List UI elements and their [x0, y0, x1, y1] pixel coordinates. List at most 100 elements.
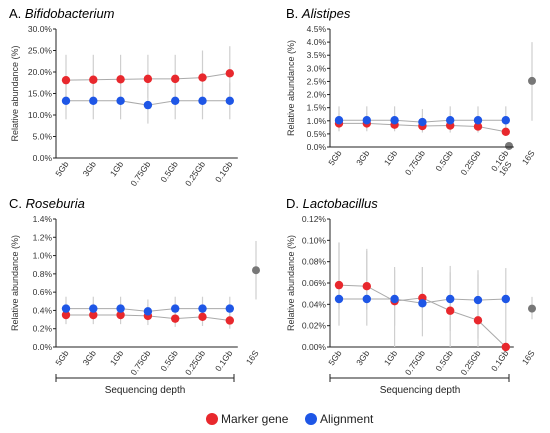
data-point-alignment [362, 294, 371, 304]
x-tick-label: 0.75Gb [403, 348, 427, 377]
data-point-alignment [61, 96, 71, 106]
data-point-alignment [171, 304, 180, 313]
data-point-alignment [61, 304, 71, 313]
data-point-alignment [171, 96, 180, 106]
panel-genus: Lactobacillus [303, 196, 379, 211]
x-tick-label: 0.1Gb [213, 348, 235, 373]
y-tick-label: 30.0% [28, 24, 53, 34]
x-tick-label: 3Gb [81, 348, 99, 367]
y-tick-label: 1.0% [33, 251, 53, 261]
data-point-marker-gene [143, 74, 153, 84]
data-point-marker-gene [473, 122, 483, 131]
y-tick-label: 0.0% [33, 153, 53, 163]
y-tick-label: 4.0% [307, 37, 327, 47]
data-point-marker-gene [225, 69, 234, 78]
legend-alignment-swatch [305, 413, 317, 425]
x-tick-label: 1Gb [108, 159, 126, 178]
y-axis-label: Relative abundance (%) [10, 235, 20, 331]
x-tick-label: 5Gb [53, 348, 71, 367]
data-point-alignment [89, 96, 98, 106]
x-tick-label: 0.5Gb [158, 348, 180, 373]
chart-panel-2: B. Alistipes 0.0% 0.5% 1.0% 1.5% 2.0% 2.5% 3.0%… [286, 6, 537, 177]
x-tick-label: 16S [244, 348, 261, 366]
data-point-alignment [390, 116, 399, 125]
x-axis-title-left: Sequencing depth [105, 385, 186, 396]
x-tick-label: 0.5Gb [433, 348, 455, 373]
panel-label: C. [9, 196, 26, 211]
y-tick-label: 0.10% [302, 235, 327, 245]
y-tick-label: 25.0% [28, 46, 53, 56]
data-point-alignment [89, 304, 98, 313]
panel-genus: Roseburia [26, 196, 85, 211]
x-tick-label: 0.75Gb [128, 159, 152, 188]
panel-label: B. [286, 6, 302, 21]
y-tick-label: 1.2% [33, 232, 53, 242]
x-tick-label: 0.5Gb [433, 148, 455, 173]
data-point-alignment [418, 299, 427, 308]
y-tick-label: 0.04% [302, 299, 327, 309]
x-tick-label: 0.5Gb [158, 159, 180, 184]
panel-title: B. Alistipes [286, 6, 351, 21]
y-tick-label: 1.5% [307, 103, 327, 113]
y-tick-label: 2.5% [307, 76, 327, 86]
y-axis-label: Relative abundance (%) [286, 235, 296, 331]
y-tick-label: 0.8% [33, 269, 53, 279]
panel-label: A. [9, 6, 25, 21]
y-tick-label: 0.12% [302, 214, 327, 224]
data-point-alignment [143, 307, 153, 316]
data-point-marker-gene [501, 342, 510, 352]
data-point-alignment [473, 116, 483, 125]
data-point-alignment [198, 96, 207, 106]
x-axis-title-right: Sequencing depth [380, 385, 461, 396]
data-point-alignment [225, 96, 234, 106]
x-tick-label: 0.25Gb [458, 148, 482, 177]
y-tick-label: 2.0% [307, 90, 327, 100]
data-point-alignment [390, 294, 399, 304]
panel-title: D. Lactobacillus [286, 196, 378, 211]
x-tick-label: 3Gb [354, 348, 372, 367]
y-tick-label: 3.5% [307, 50, 327, 60]
reference-16s-point [252, 266, 260, 275]
y-tick-label: 0.0% [33, 342, 53, 352]
x-tick-label: 5Gb [326, 148, 344, 167]
legend-marker-gene-swatch [206, 413, 218, 425]
x-tick-label: 0.1Gb [489, 348, 511, 373]
x-tick-label: 0.25Gb [458, 348, 482, 377]
y-tick-label: 0.00% [302, 342, 327, 352]
y-tick-label: 1.4% [33, 214, 53, 224]
data-point-marker-gene [116, 310, 125, 320]
data-point-alignment [418, 117, 427, 127]
y-tick-label: 0.6% [33, 287, 53, 297]
data-point-marker-gene [198, 73, 207, 82]
y-axis-label: Relative abundance (%) [286, 40, 296, 136]
y-tick-label: 20.0% [28, 67, 53, 77]
y-tick-label: 5.0% [33, 132, 53, 142]
data-point-marker-gene [171, 314, 180, 323]
panel-genus: Alistipes [301, 6, 351, 21]
y-tick-label: 0.0% [307, 142, 327, 152]
y-tick-label: 0.06% [302, 278, 327, 288]
x-tick-label: 0.25Gb [183, 159, 207, 188]
data-point-marker-gene [446, 306, 455, 315]
data-point-marker-gene [116, 75, 125, 84]
y-tick-label: 15.0% [28, 89, 53, 99]
legend-marker-gene-label: Marker gene [221, 412, 289, 426]
y-tick-label: 0.4% [33, 305, 53, 315]
data-point-marker-gene [198, 312, 207, 322]
reference-16s-point [528, 76, 536, 85]
data-point-alignment [198, 304, 207, 313]
x-tick-label: 3Gb [81, 159, 99, 178]
panel-genus: Bifidobacterium [25, 6, 115, 21]
y-tick-label: 10.0% [28, 110, 53, 120]
data-point-alignment [501, 116, 510, 125]
data-point-alignment [116, 96, 125, 106]
data-point-marker-gene [171, 74, 180, 84]
y-tick-label: 4.5% [307, 24, 327, 34]
data-point-alignment [501, 294, 510, 304]
depth-bracket-left: Sequencing depth [55, 374, 235, 396]
y-tick-label: 0.08% [302, 257, 327, 267]
data-point-alignment [334, 116, 344, 125]
data-point-marker-gene [225, 316, 234, 325]
x-tick-label: 16S [520, 348, 537, 366]
